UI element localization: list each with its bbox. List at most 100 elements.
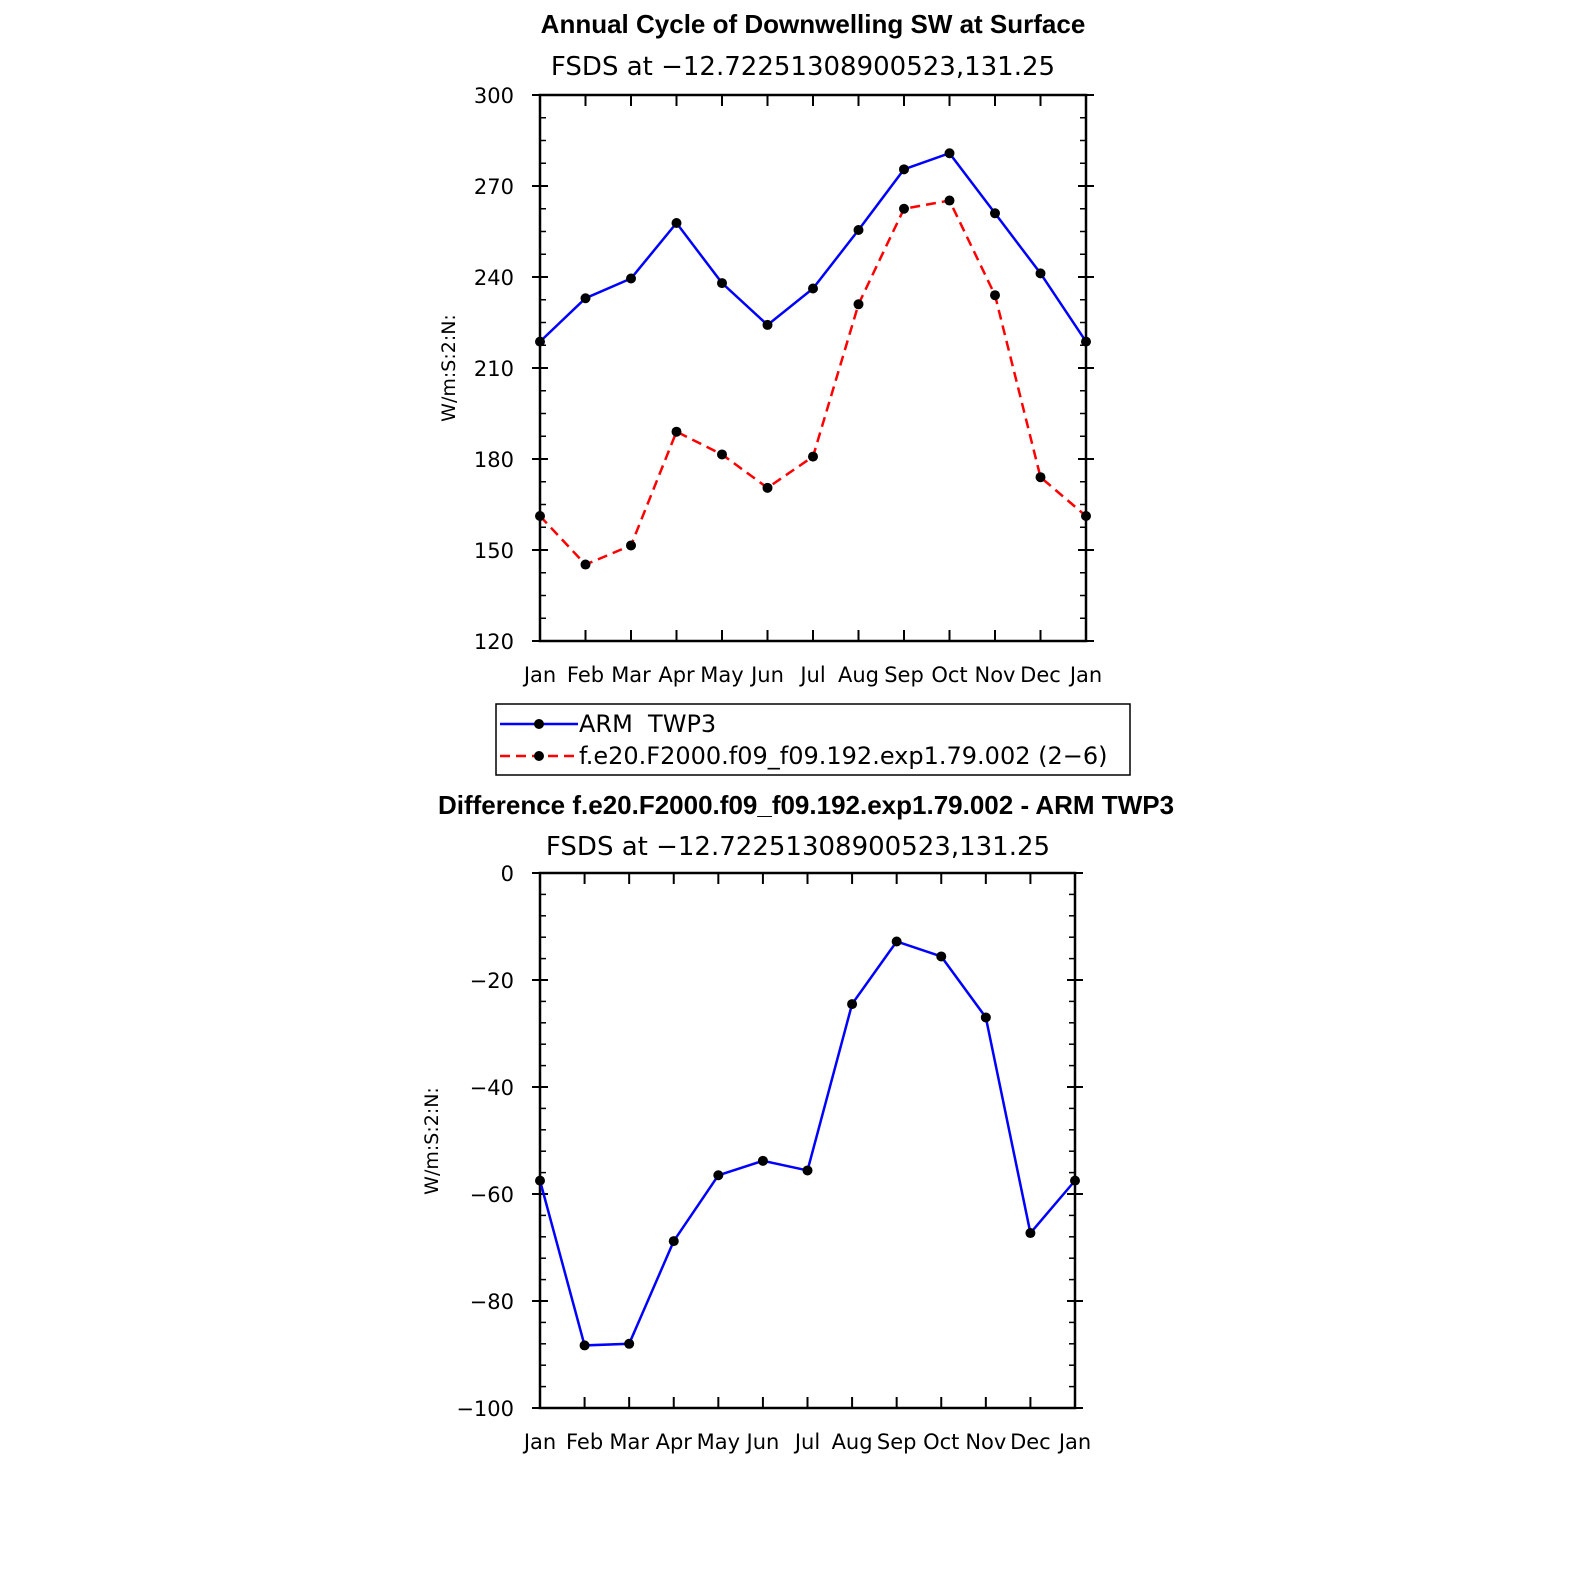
chart-title: Annual Cycle of Downwelling SW at Surfac… xyxy=(541,9,1086,39)
data-point xyxy=(891,936,902,947)
y-tick-label: 0 xyxy=(501,862,514,886)
difference-panel: Difference f.e20.F2000.f09_f09.192.exp1.… xyxy=(421,790,1174,1454)
data-point xyxy=(535,1175,545,1186)
series-line-1 xyxy=(539,199,1087,567)
data-point xyxy=(808,451,818,462)
data-point xyxy=(1035,268,1046,279)
plot-area: Jan Feb Mar Apr May Jun Jul Aug Sep Oct Nov Dec Jan−… xyxy=(456,862,1091,1454)
data-point xyxy=(624,1338,635,1349)
x-tick-label: Jul xyxy=(793,1430,820,1454)
data-point xyxy=(1025,1228,1036,1239)
data-point xyxy=(1035,472,1046,483)
x-tick-label: Nov xyxy=(975,663,1016,687)
x-tick-label: Aug xyxy=(838,663,879,687)
y-tick-label: −80 xyxy=(470,1290,514,1314)
data-point xyxy=(808,283,818,294)
data-point xyxy=(847,999,858,1010)
data-point xyxy=(535,336,545,347)
legend: ARM TWP3 f.e20.F2000.f09_f09.192.exp1.79… xyxy=(495,703,1131,776)
x-tick-label: Sep xyxy=(884,663,924,687)
y-tick-label: 180 xyxy=(474,448,514,472)
data-point xyxy=(1081,336,1091,347)
chart-subtitle: FSDS at −12.72251308900523,131.25 xyxy=(546,832,1050,862)
x-tick-label: May xyxy=(697,1430,740,1454)
x-tick-label: Oct xyxy=(923,1430,959,1454)
y-axis-label: W/m:S:2:N: xyxy=(421,1087,443,1195)
x-tick-label: Dec xyxy=(1020,663,1061,687)
y-tick-label: 150 xyxy=(474,539,514,563)
annual-cycle-panel: Annual Cycle of Downwelling SW at Surfac… xyxy=(438,9,1131,776)
data-point xyxy=(762,482,773,493)
x-tick-label: Jan xyxy=(522,1430,556,1454)
y-axis-label: W/m:S:2:N: xyxy=(438,314,460,422)
x-tick-label: Jan xyxy=(1057,1430,1091,1454)
legend-entry-model: f.e20.F2000.f09_f09.192.exp1.79.002 (2−6… xyxy=(500,742,1107,770)
data-point xyxy=(899,164,909,175)
plot-area: Jan Feb Mar Apr May Jun Jul Aug Sep Oct Nov Dec Jan 1… xyxy=(474,84,1102,687)
x-tick-label: Mar xyxy=(611,663,651,687)
data-point xyxy=(899,203,909,214)
x-tick-label: Feb xyxy=(567,663,604,687)
data-point xyxy=(802,1165,813,1176)
x-tick-label: Jul xyxy=(798,663,825,687)
x-tick-label: Apr xyxy=(656,1430,693,1454)
y-tick-label: 120 xyxy=(474,630,514,654)
x-tick-label: Dec xyxy=(1010,1430,1051,1454)
data-point xyxy=(1081,511,1091,522)
data-point xyxy=(936,951,947,962)
data-point xyxy=(671,426,682,437)
y-tick-label: −20 xyxy=(470,969,514,993)
y-tick-label: 240 xyxy=(474,266,514,290)
data-point xyxy=(671,218,682,229)
legend-marker-model xyxy=(534,751,544,761)
data-point xyxy=(944,195,955,206)
y-tick-label: −100 xyxy=(456,1397,514,1421)
data-point xyxy=(990,208,1000,219)
legend-box xyxy=(495,703,1131,776)
y-tick-label: 270 xyxy=(474,175,514,199)
x-tick-label: Jun xyxy=(749,663,784,687)
data-point xyxy=(990,290,1000,301)
x-tick-label: Feb xyxy=(566,1430,603,1454)
x-tick-label: Oct xyxy=(931,663,967,687)
x-tick-label: Apr xyxy=(658,663,695,687)
y-tick-label: 300 xyxy=(474,84,514,108)
data-point xyxy=(980,1012,991,1023)
y-tick-label: −60 xyxy=(470,1183,514,1207)
data-point xyxy=(535,511,545,522)
y-tick-label: −40 xyxy=(470,1076,514,1100)
plot-frame xyxy=(538,871,1077,1410)
chart-title: Difference f.e20.F2000.f09_f09.192.exp1.… xyxy=(438,790,1174,820)
x-tick-label: Jan xyxy=(522,663,556,687)
data-point xyxy=(579,1340,590,1351)
chart-subtitle: FSDS at −12.72251308900523,131.25 xyxy=(551,52,1055,82)
data-point xyxy=(626,540,636,551)
data-point xyxy=(717,278,727,289)
data-point xyxy=(580,559,591,570)
x-tick-label: May xyxy=(700,663,743,687)
data-point xyxy=(580,293,591,304)
data-point xyxy=(717,449,727,460)
series-line-0 xyxy=(539,151,1088,343)
x-tick-label: Aug xyxy=(832,1430,873,1454)
data-point xyxy=(757,1155,768,1166)
data-point xyxy=(713,1170,724,1181)
data-point xyxy=(853,224,864,235)
legend-entry-arm: ARM TWP3 xyxy=(500,710,716,738)
x-tick-label: Nov xyxy=(965,1430,1006,1454)
x-tick-label: Sep xyxy=(877,1430,917,1454)
plot-frame xyxy=(538,93,1088,643)
data-point xyxy=(944,148,955,159)
legend-label-model: f.e20.F2000.f09_f09.192.exp1.79.002 (2−6… xyxy=(579,742,1107,770)
legend-label-arm: ARM TWP3 xyxy=(579,710,716,738)
y-tick-label: 210 xyxy=(474,357,514,381)
x-tick-label: Mar xyxy=(609,1430,649,1454)
data-point xyxy=(853,299,864,310)
x-tick-label: Jun xyxy=(745,1430,780,1454)
x-tick-label: Jan xyxy=(1068,663,1102,687)
series-line-0 xyxy=(538,939,1076,1347)
data-point xyxy=(668,1236,679,1247)
legend-marker-arm xyxy=(534,719,544,729)
data-point xyxy=(762,319,773,330)
